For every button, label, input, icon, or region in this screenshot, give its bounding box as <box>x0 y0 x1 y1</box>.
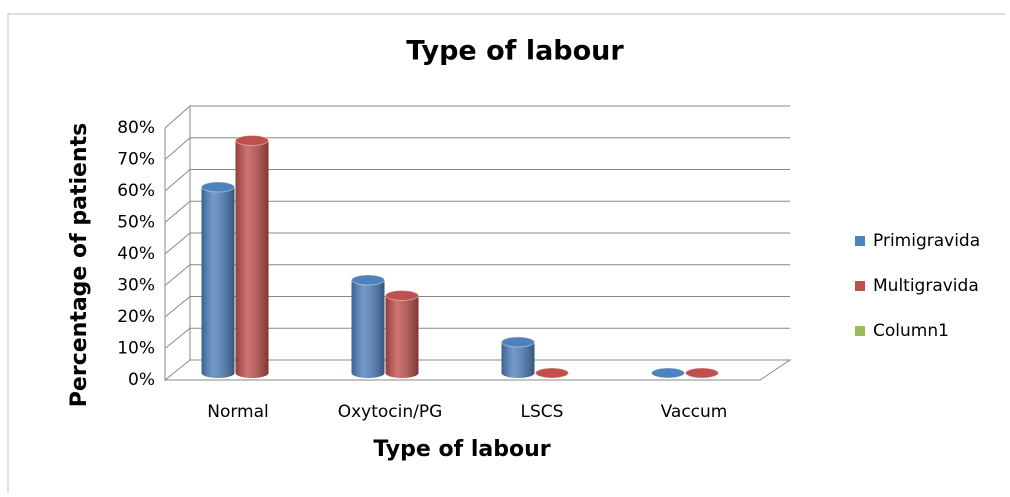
bar-shade <box>501 342 535 373</box>
bar-bottom-shade <box>235 368 269 378</box>
bar-bottom-shade <box>351 368 385 378</box>
legend-swatch <box>855 236 865 246</box>
y-tick-label: 40% <box>117 244 155 264</box>
grid-line <box>164 105 790 129</box>
y-tick-label: 60% <box>117 181 155 201</box>
bar <box>651 367 685 379</box>
bar-top <box>535 367 569 379</box>
legend-label: Primigravida <box>873 231 980 251</box>
bar <box>351 274 385 378</box>
x-tick-label: LSCS <box>521 402 564 422</box>
y-axis-title: Percentage of patients <box>67 123 92 407</box>
bar-top <box>501 336 535 348</box>
bar <box>535 367 569 379</box>
grid-line <box>164 327 790 349</box>
bar-top <box>385 290 419 301</box>
bar-bottom-shade <box>201 368 235 378</box>
grid-line <box>164 264 790 286</box>
bar <box>235 135 269 378</box>
bar-shade <box>351 280 385 373</box>
legend-label: Multigravida <box>873 276 979 296</box>
y-tick-label: 10% <box>117 339 155 359</box>
bar-top <box>351 274 385 286</box>
grid-line <box>164 296 790 318</box>
y-tick-label: 30% <box>117 276 155 296</box>
bar-shade <box>385 295 419 373</box>
legend-swatch <box>855 326 865 336</box>
chart-title: Type of labour <box>406 36 624 67</box>
y-tick-label: 70% <box>117 150 155 170</box>
chart-border <box>7 13 1005 493</box>
y-tick-label: 0% <box>128 370 155 390</box>
y-tick-label: 50% <box>117 213 155 233</box>
bar-bottom-shade <box>385 368 419 378</box>
grid-line <box>164 200 790 223</box>
bar <box>201 181 235 378</box>
bar <box>385 290 419 378</box>
grid-line <box>164 232 790 255</box>
bar <box>685 367 719 379</box>
x-axis-title: Type of labour <box>373 437 550 462</box>
bar-top <box>651 367 685 379</box>
legend-swatch <box>855 281 865 291</box>
y-tick-label: 20% <box>117 307 155 327</box>
x-tick-label: Normal <box>207 402 269 422</box>
bar-shade <box>235 140 269 373</box>
bar-bottom-shade <box>501 368 535 378</box>
legend-label: Column1 <box>873 321 949 341</box>
y-tick-label: 80% <box>117 118 155 138</box>
grid-line <box>164 137 790 160</box>
grid-line <box>164 169 790 192</box>
bar-top <box>235 135 269 146</box>
bar <box>501 336 535 378</box>
bar-shade <box>201 187 235 373</box>
x-tick-label: Oxytocin/PG <box>338 402 443 422</box>
floor <box>163 359 792 381</box>
x-tick-label: Vaccum <box>661 402 728 422</box>
bar-top <box>201 181 235 193</box>
bar-top <box>685 367 719 379</box>
